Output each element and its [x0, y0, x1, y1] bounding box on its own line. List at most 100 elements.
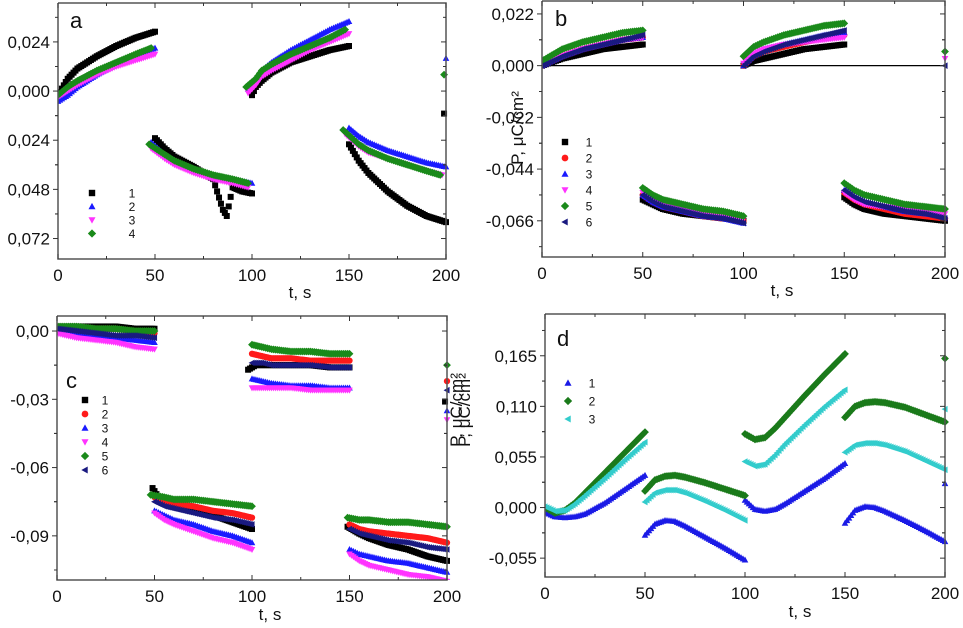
- legend-marker: [87, 229, 97, 238]
- legend-item: 5: [560, 200, 593, 214]
- edge-data-point: [440, 70, 448, 79]
- data-markers: [545, 350, 949, 563]
- data-point: [739, 212, 748, 220]
- data-point: [346, 43, 352, 50]
- panel-b: 0 50 100 150 200 0,022 0,000 -0,022 -0,044 -0,066…: [486, 0, 959, 300]
- data-point: [248, 514, 256, 521]
- data-point: [639, 41, 646, 48]
- x-tick-label: 0: [540, 584, 549, 603]
- legend-marker: [81, 466, 88, 474]
- x-axis-title: t, s: [771, 281, 794, 300]
- data-point: [248, 521, 255, 528]
- data-point: [609, 460, 617, 469]
- data-point: [841, 41, 848, 48]
- x-tick-label: 100: [731, 584, 759, 603]
- panel-letter: c: [66, 368, 77, 393]
- data-markers: [542, 19, 949, 227]
- data-point: [639, 31, 646, 39]
- data-point: [840, 27, 847, 34]
- series-2: [57, 323, 451, 546]
- x-tick-label: 50: [145, 587, 164, 606]
- legend-marker: [88, 189, 96, 197]
- y-tick-label: -0,06: [10, 459, 49, 478]
- data-point: [217, 200, 224, 207]
- data-point: [589, 480, 597, 489]
- legend-item: 3: [81, 422, 109, 436]
- x-tick-label: 150: [831, 584, 859, 603]
- legend-item: 6: [561, 216, 593, 230]
- y-tick-label: -0,044: [486, 160, 534, 179]
- y-tick-label: -0,09: [10, 527, 49, 546]
- data-point: [249, 526, 255, 533]
- legend-label: 4: [102, 436, 109, 450]
- data-point: [151, 346, 158, 353]
- data-point: [797, 395, 805, 404]
- legend-item: 1: [561, 136, 593, 150]
- legend-item: 1: [81, 394, 109, 408]
- data-point: [841, 386, 848, 394]
- data-point: [741, 517, 748, 524]
- data-point: [815, 376, 823, 385]
- y-tick-label: 0,024: [7, 33, 50, 52]
- legend-label: 1: [102, 394, 109, 408]
- data-point: [436, 171, 445, 179]
- y-tick-label: 0,055: [494, 448, 537, 467]
- y-tick-label: 0,072: [7, 230, 50, 249]
- legend-item: 2: [81, 408, 109, 422]
- data-point: [799, 393, 807, 402]
- x-tick-label: 200: [931, 264, 959, 283]
- series-3: [58, 31, 446, 191]
- series-3: [545, 386, 948, 524]
- data-point: [345, 349, 354, 358]
- legend-label: 1: [586, 136, 593, 150]
- data-point: [225, 203, 232, 210]
- legend-item: 3: [88, 214, 136, 228]
- series-5: [542, 19, 949, 220]
- data-markers: [57, 322, 451, 580]
- x-tick-label: 50: [636, 584, 655, 603]
- legend-item: 4: [87, 227, 136, 241]
- series-2: [545, 350, 949, 517]
- x-tick-label: 0: [53, 266, 62, 285]
- series-6: [57, 325, 450, 553]
- legend-label: 3: [586, 168, 593, 182]
- y-tick-label: 0,00: [16, 322, 49, 341]
- y-tick-label: 0,000: [7, 82, 50, 101]
- legend-label: 5: [586, 200, 593, 214]
- legend-marker: [81, 396, 89, 404]
- data-point: [249, 190, 255, 197]
- series-4: [57, 330, 451, 580]
- legend-item: 1: [564, 377, 596, 391]
- x-tick-label: 150: [335, 587, 363, 606]
- y-tick-label: 0,022: [491, 5, 534, 24]
- y-tick-label: 0,000: [494, 499, 537, 518]
- data-point: [214, 188, 221, 195]
- x-tick-label: 150: [335, 266, 363, 285]
- series-6: [542, 27, 948, 227]
- y-tick-label: -0,055: [489, 549, 537, 568]
- y-tick-label: 0,048: [7, 180, 50, 199]
- data-point: [248, 539, 256, 546]
- legend-marker: [561, 218, 568, 226]
- legend-item: 2: [563, 395, 596, 409]
- y-tick-label: 0,110: [496, 397, 537, 416]
- data-point: [227, 193, 234, 200]
- legend-item: 6: [81, 464, 109, 478]
- y-tick-label: -0,03: [10, 390, 49, 409]
- x-tick-label: 150: [830, 264, 858, 283]
- data-point: [641, 438, 648, 446]
- legend-label: 2: [129, 200, 136, 214]
- panel-a: 0 50 100 150 200 0,024 0,000 0,024 0,048 0,072 a t,…: [7, 2, 460, 302]
- panel-letter: b: [555, 6, 567, 31]
- legend-item: 5: [80, 450, 109, 464]
- legend-label: 2: [589, 395, 596, 409]
- x-tick-label: 0: [52, 587, 61, 606]
- x-tick-label: 200: [432, 266, 460, 285]
- legend-marker: [561, 154, 569, 162]
- panel-c: 0 50 100 150 200 0,00 -0,03 -0,06 -0,09 c t, s P, μ…: [10, 315, 474, 624]
- data-point: [633, 436, 641, 445]
